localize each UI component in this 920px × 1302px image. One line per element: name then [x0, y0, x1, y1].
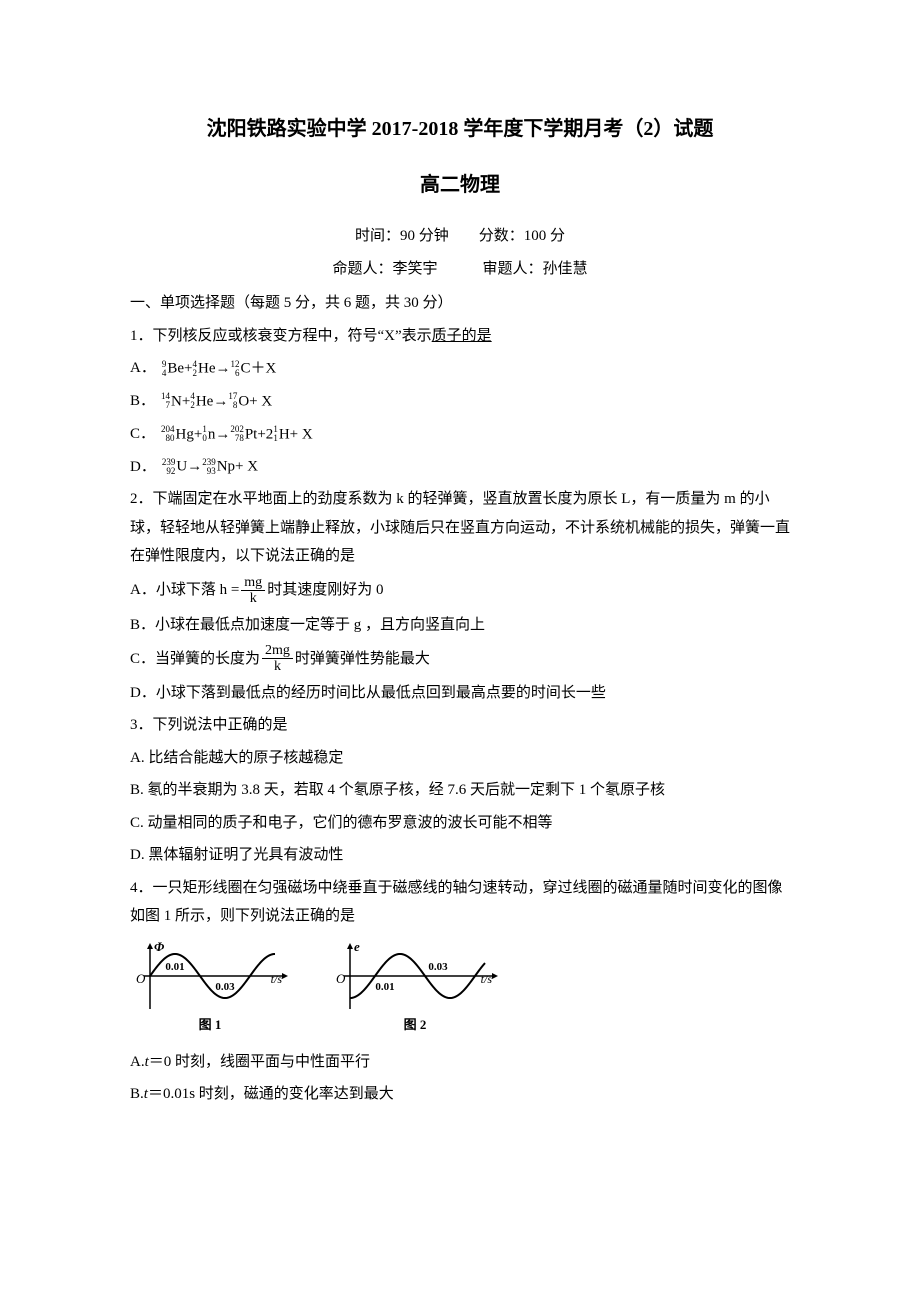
q1-optA-label: A． [130, 354, 156, 383]
q2-stem: 2．下端固定在水平地面上的劲度系数为 k 的轻弹簧，竖直放置长度为原长 L，有一… [130, 485, 790, 571]
q3-optD: D. 黑体辐射证明了光具有波动性 [130, 841, 790, 870]
q2-optC-frac: 2mg k [262, 643, 293, 675]
q2-optA-frac: mg k [241, 575, 265, 607]
q4-fig1-svg: 0.01 0.03 Φt/s O [130, 941, 290, 1011]
meta-time: 时间：90 分钟 分数：100 分 [130, 222, 790, 251]
q2-optC-frac-num: 2mg [262, 643, 293, 659]
q1-optD-expr: 23992U→23993Np+ X [162, 452, 258, 481]
svg-text:t/s: t/s [271, 972, 283, 986]
q3-optA: A. 比结合能越大的原子核越稳定 [130, 744, 790, 773]
svg-text:O: O [136, 971, 146, 986]
q4-fig1-label: 图 1 [130, 1013, 290, 1038]
q1-optA-expr: 94Be+42He→126C＋X [162, 354, 277, 383]
q2-optA-frac-den: k [247, 591, 260, 606]
q4-fig1: 0.01 0.03 Φt/s O 图 1 [130, 941, 290, 1038]
q1-optB-label: B． [130, 387, 155, 416]
section-1-header: 一、单项选择题（每题 5 分，共 6 题，共 30 分） [130, 289, 790, 318]
q1-stem-prefix: 1．下列核反应或核衰变方程中，符号“X”表示 [130, 328, 432, 344]
q4-optA: A. t＝0 时刻，线圈平面与中性面平行 [130, 1048, 790, 1077]
meta-author: 命题人：李笑宇 审题人：孙佳慧 [130, 255, 790, 284]
q1-optD-label: D． [130, 453, 156, 482]
q3-stem: 3．下列说法中正确的是 [130, 711, 790, 740]
q3-optB: B. 氡的半衰期为 3.8 天，若取 4 个氡原子核，经 7.6 天后就一定剩下… [130, 776, 790, 805]
svg-text:e: e [354, 941, 360, 954]
q4-optB-pre: B. [130, 1080, 144, 1109]
q1-optB: B． 147N+42He→178O+ X [130, 387, 790, 416]
q2-optC-frac-den: k [271, 659, 284, 674]
q2-optA-post: 时其速度刚好为 0 [267, 576, 383, 605]
svg-text:0.03: 0.03 [215, 981, 235, 993]
title-sub: 高二物理 [130, 166, 790, 204]
svg-text:0.01: 0.01 [165, 961, 184, 973]
q4-stem: 4．一只矩形线圈在匀强磁场中绕垂直于磁感线的轴匀速转动，穿过线圈的磁通量随时间变… [130, 874, 790, 931]
q2-optA: A．小球下落 h = mg k 时其速度刚好为 0 [130, 575, 790, 607]
q2-optA-pre: A．小球下落 h = [130, 576, 239, 605]
q1-optC-label: C． [130, 420, 155, 449]
q4-optB: B. t＝0.01s 时刻，磁通的变化率达到最大 [130, 1080, 790, 1109]
svg-text:Φ: Φ [154, 941, 165, 954]
q2-optC-pre: C．当弹簧的长度为 [130, 645, 260, 674]
q2-optC: C．当弹簧的长度为 2mg k 时弹簧弹性势能最大 [130, 643, 790, 675]
q1-stem-underlined: 质子的是 [432, 328, 492, 344]
q4-fig2-svg: 0.01 0.03 e t/s O [330, 941, 500, 1011]
q4-fig2: 0.01 0.03 e t/s O 图 2 [330, 941, 500, 1038]
q2-optD: D．小球下落到最低点的经历时间比从最低点回到最高点要的时间长一些 [130, 679, 790, 708]
q1-stem: 1．下列核反应或核衰变方程中，符号“X”表示质子的是 [130, 322, 790, 351]
q1-optD: D． 23992U→23993Np+ X [130, 452, 790, 481]
q4-optB-post: ＝0.01s 时刻，磁通的变化率达到最大 [148, 1080, 394, 1109]
q2-optC-post: 时弹簧弹性势能最大 [295, 645, 430, 674]
q4-fig2-label: 图 2 [330, 1013, 500, 1038]
title-main: 沈阳铁路实验中学 2017-2018 学年度下学期月考（2）试题 [130, 110, 790, 148]
q1-optA: A． 94Be+42He→126C＋X [130, 354, 790, 383]
svg-text:O: O [336, 971, 346, 986]
q4-optA-pre: A. [130, 1048, 145, 1077]
q1-optC-expr: 20480Hg+10n→20278Pt+211H+ X [161, 420, 313, 449]
svg-text:0.01: 0.01 [375, 981, 394, 993]
q1-optC: C． 20480Hg+10n→20278Pt+211H+ X [130, 420, 790, 449]
svg-text:t/s: t/s [481, 972, 493, 986]
q2-optB: B．小球在最低点加速度一定等于 g ，且方向竖直向上 [130, 611, 790, 640]
q4-figures: 0.01 0.03 Φt/s O 图 1 0.01 0.03 e t/s O 图 2 [130, 941, 790, 1038]
q1-optB-expr: 147N+42He→178O+ X [161, 387, 272, 416]
q3-optC: C. 动量相同的质子和电子，它们的德布罗意波的波长可能不相等 [130, 809, 790, 838]
q4-optA-post: ＝0 时刻，线圈平面与中性面平行 [149, 1048, 370, 1077]
q2-optA-frac-num: mg [241, 575, 265, 591]
svg-text:0.03: 0.03 [428, 961, 448, 973]
